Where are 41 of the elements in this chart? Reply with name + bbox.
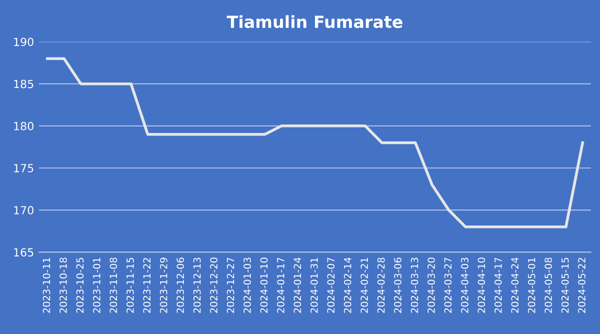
- x-tick-label: 2023-10-11: [42, 258, 50, 313]
- x-tick-label: 2024-04-24: [511, 258, 519, 313]
- x-tick-label: 2024-03-27: [444, 258, 452, 313]
- x-tick-label: 2023-10-18: [60, 258, 67, 313]
- x-tick-label: 2024-05-15: [561, 258, 569, 313]
- y-tick-label: 190: [14, 38, 34, 46]
- x-tick-label: 2023-11-01: [93, 258, 100, 313]
- y-tick-label: 180: [14, 122, 34, 130]
- x-tick-label: 2024-05-01: [528, 258, 536, 313]
- x-tick-label: 2024-02-07: [327, 258, 335, 313]
- x-tick-label: 2023-12-06: [176, 258, 184, 313]
- y-tick-label: 170: [14, 206, 34, 214]
- x-tick-label: 2024-04-17: [494, 258, 502, 313]
- x-tick-label: 2023-11-15: [126, 258, 134, 313]
- x-tick-label: 2024-05-08: [544, 258, 552, 313]
- y-tick-label: 175: [14, 164, 34, 172]
- x-tick-label: 2023-11-22: [143, 258, 151, 313]
- x-tick-label: 2024-01-10: [260, 258, 268, 313]
- x-tick-label: 2023-12-13: [193, 258, 201, 313]
- x-tick-label: 2024-02-14: [344, 258, 352, 313]
- x-tick-label: 2024-03-13: [410, 258, 418, 313]
- y-tick-label: 165: [14, 248, 34, 257]
- line-series: [46, 57, 584, 228]
- x-tick-label: 2024-01-24: [294, 258, 302, 313]
- x-tick-label: 2024-02-28: [377, 258, 385, 313]
- x-tick-label: 2023-11-08: [110, 258, 118, 313]
- x-tick-label: 2024-01-31: [310, 258, 318, 313]
- x-tick-label: 2023-10-25: [76, 258, 84, 313]
- chart-title: Tiamulin Fumarate: [226, 15, 402, 28]
- x-tick-label: 2024-04-10: [478, 258, 486, 313]
- x-tick-label: 2024-03-06: [394, 258, 402, 313]
- x-tick-label: 2024-05-22: [578, 258, 586, 313]
- x-tick-label: 2024-04-03: [461, 258, 468, 313]
- x-tick-label: 2023-12-20: [210, 258, 218, 313]
- x-tick-label: 2024-01-17: [277, 258, 284, 313]
- x-tick-label: 2024-02-21: [360, 258, 368, 313]
- x-tick-label: 2024-03-20: [428, 258, 435, 313]
- y-tick-label: 185: [14, 80, 34, 88]
- x-tick-label: 2023-12-27: [226, 258, 234, 313]
- x-tick-label: 2024-01-03: [244, 258, 251, 313]
- x-tick-label: 2023-11-29: [160, 258, 168, 313]
